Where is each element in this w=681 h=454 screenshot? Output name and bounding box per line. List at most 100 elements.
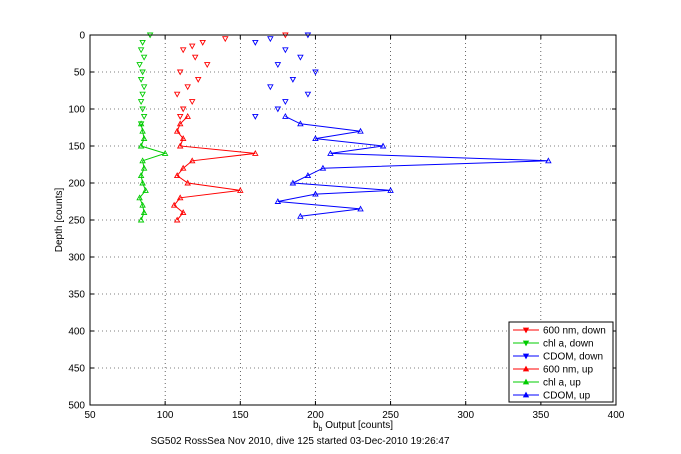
- x-axis-label: bb Output [counts]: [313, 420, 393, 433]
- data-point: [274, 198, 282, 204]
- data-point: [274, 106, 282, 113]
- legend-label: CDOM, up: [543, 391, 591, 402]
- data-point: [139, 201, 146, 208]
- data-point: [274, 62, 282, 69]
- data-point: [357, 127, 364, 134]
- x-tick-label: 50: [84, 410, 96, 421]
- legend-label: chl a, down: [543, 339, 594, 350]
- legend-entry: CDOM, down: [513, 352, 603, 363]
- legend-entry: CDOM, up: [513, 391, 591, 402]
- data-point: [137, 76, 145, 83]
- legend-label: 600 nm, down: [543, 326, 606, 337]
- data-point: [327, 149, 334, 156]
- data-point: [176, 194, 184, 201]
- data-point: [173, 216, 181, 223]
- data-point: [184, 84, 191, 91]
- data-point: [137, 172, 145, 179]
- axis-ticks: 50 100 150 200 250 300 350 400 0 50 100 150 200 250 30…: [68, 31, 624, 422]
- data-point: [191, 54, 199, 61]
- data-point: [137, 47, 145, 54]
- data-point: [252, 149, 259, 156]
- y-tick-label: 350: [68, 290, 85, 301]
- data-point: [139, 106, 146, 113]
- data-point: [203, 62, 211, 69]
- x-tick-label: 350: [533, 410, 550, 421]
- data-point: [179, 135, 187, 142]
- data-point: [545, 157, 552, 164]
- data-point: [179, 47, 187, 54]
- legend-marker: [522, 365, 530, 372]
- data-point: [282, 99, 289, 106]
- data-point: [184, 179, 191, 186]
- data-point: [267, 84, 274, 91]
- data-point: [179, 106, 187, 113]
- data-point: [176, 113, 184, 120]
- data-point: [139, 127, 146, 134]
- x-tick-label: 250: [382, 410, 399, 421]
- x-tick-label: 300: [457, 410, 474, 421]
- y-tick-label: 500: [68, 401, 85, 412]
- data-point: [139, 91, 146, 98]
- data-point: [137, 120, 145, 127]
- x-tick-label: 150: [232, 410, 249, 421]
- y-tick-label: 200: [68, 179, 85, 190]
- data-point: [136, 62, 143, 69]
- data-point: [304, 91, 312, 98]
- y-tick-label: 150: [68, 142, 85, 153]
- data-point: [140, 135, 148, 142]
- data-point: [139, 157, 146, 164]
- data-point: [142, 186, 149, 193]
- data-point: [140, 113, 148, 120]
- data-point: [297, 120, 304, 127]
- x-tick-label: 100: [157, 410, 174, 421]
- series-4: [136, 120, 169, 223]
- series-line: [277, 115, 549, 217]
- y-tick-label: 50: [74, 68, 86, 79]
- legend-marker: [522, 391, 530, 398]
- legend: 600 nm, down chl a, down CDOM, down 600 nm,…: [508, 321, 614, 403]
- series-line: [173, 116, 256, 221]
- data-point: [312, 135, 319, 142]
- data-point: [176, 69, 184, 76]
- y-axis-label: Depth [counts]: [54, 188, 65, 253]
- data-point: [188, 43, 196, 50]
- data-point: [297, 54, 304, 61]
- data-point: [289, 179, 297, 186]
- legend-entry: chl a, up: [513, 378, 581, 389]
- data-point: [170, 201, 178, 208]
- legend-entry: 600 nm, up: [513, 365, 593, 376]
- legend-marker: [522, 378, 530, 385]
- legend-entry: chl a, down: [513, 339, 594, 350]
- data-point: [282, 47, 289, 54]
- data-point: [173, 172, 181, 179]
- y-tick-label: 100: [68, 105, 85, 116]
- data-point: [179, 164, 187, 171]
- x-tick-label: 400: [608, 410, 625, 421]
- legend-marker: [522, 327, 530, 334]
- data-point: [387, 186, 394, 193]
- data-point: [176, 142, 184, 149]
- data-point: [140, 209, 148, 216]
- data-point: [137, 216, 145, 223]
- data-point: [252, 113, 259, 120]
- data-point: [139, 69, 146, 76]
- data-point: [140, 84, 148, 91]
- y-tick-label: 250: [68, 216, 85, 227]
- data-point: [319, 164, 327, 171]
- x-axis-label-main: b: [313, 420, 319, 431]
- data-point: [137, 142, 145, 149]
- y-tick-label: 300: [68, 253, 85, 264]
- data-point: [312, 190, 319, 197]
- y-tick-label: 0: [79, 31, 85, 42]
- data-point: [237, 186, 244, 193]
- y-tick-label: 450: [68, 364, 85, 375]
- data-point: [357, 205, 364, 212]
- y-tick-label: 400: [68, 327, 85, 338]
- series-5: [274, 112, 552, 219]
- data-point: [137, 99, 145, 106]
- data-point: [252, 39, 259, 46]
- data-point: [136, 194, 143, 201]
- figure-footer: SG502 RossSea Nov 2010, dive 125 started…: [150, 436, 450, 447]
- x-axis-label-subscript: b: [319, 426, 323, 433]
- data-point: [289, 76, 297, 83]
